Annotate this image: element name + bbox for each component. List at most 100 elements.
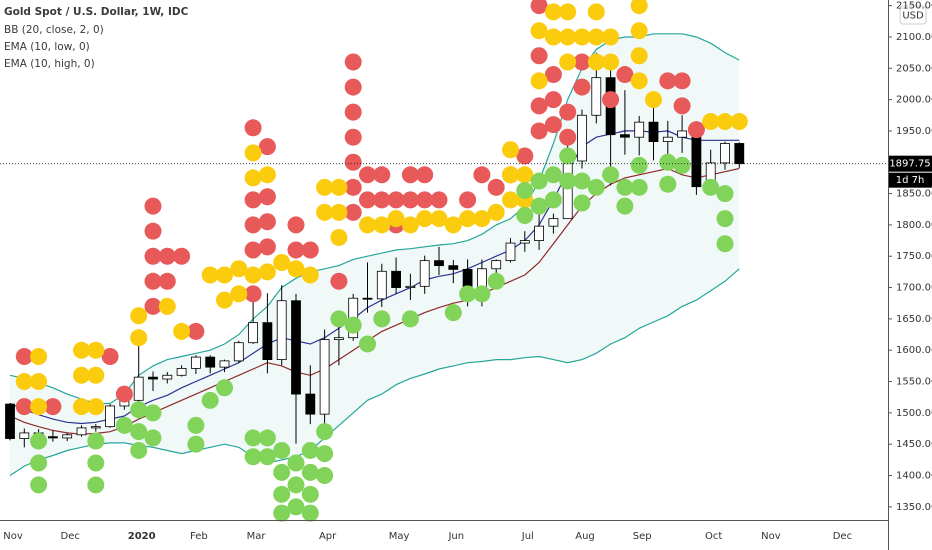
signal-dot xyxy=(530,122,548,140)
signal-dot xyxy=(273,441,291,459)
signal-dot xyxy=(673,97,691,115)
signal-dot xyxy=(87,454,105,472)
last-price-label: 1897.75 xyxy=(889,159,930,170)
y-tick-label: 1700.00 xyxy=(896,283,932,294)
candle-body xyxy=(176,367,187,376)
candle-body xyxy=(691,130,702,188)
candle-body xyxy=(405,285,416,288)
signal-dot xyxy=(487,272,505,290)
signal-dot xyxy=(444,216,462,234)
signal-dot xyxy=(130,329,148,347)
signal-dot xyxy=(530,0,548,15)
signal-dot xyxy=(130,401,148,419)
candle-body xyxy=(620,134,630,138)
candle-body xyxy=(133,376,144,401)
candle-body xyxy=(434,260,444,267)
x-tick-label: Jun xyxy=(447,531,464,542)
candle-body xyxy=(190,356,201,369)
signal-dot xyxy=(659,175,677,193)
signal-dot xyxy=(15,398,33,416)
signal-dot xyxy=(144,297,162,315)
signal-dot xyxy=(173,322,191,340)
candle-body xyxy=(48,436,58,439)
candle-body xyxy=(548,218,559,227)
candle-body xyxy=(205,356,216,368)
signal-dot xyxy=(330,272,348,290)
signal-dot xyxy=(487,178,505,196)
signal-dot xyxy=(130,307,148,325)
signal-dot xyxy=(344,78,362,96)
candle-body xyxy=(505,242,516,262)
signal-dot xyxy=(587,3,605,21)
signal-dot xyxy=(87,476,105,494)
signal-dot xyxy=(158,247,176,265)
signal-dot xyxy=(344,103,362,121)
signal-dot xyxy=(273,254,291,272)
signal-dot xyxy=(559,147,577,165)
signal-dot xyxy=(730,113,748,131)
signal-dot xyxy=(702,178,720,196)
signal-dot xyxy=(258,238,276,256)
candle-body xyxy=(105,405,115,428)
signal-dot xyxy=(144,247,162,265)
signal-dot xyxy=(530,197,548,215)
signal-dot xyxy=(330,228,348,246)
y-tick-label: 2100.00 xyxy=(896,32,932,43)
signal-dot xyxy=(258,429,276,447)
candle-body xyxy=(376,270,387,300)
signal-dot xyxy=(544,191,562,209)
signal-dot xyxy=(544,66,562,84)
candle-body xyxy=(291,300,301,395)
signal-dot xyxy=(344,316,362,334)
signal-dot xyxy=(30,432,48,450)
signal-dot xyxy=(30,476,48,494)
candle-body xyxy=(162,374,173,380)
signal-dot xyxy=(430,210,448,228)
countdown-box xyxy=(889,172,932,188)
last-price-box xyxy=(889,155,932,172)
signal-dot xyxy=(230,260,248,278)
signal-dot xyxy=(330,203,348,221)
signal-dot xyxy=(244,241,262,259)
x-tick-label: Nov xyxy=(761,531,781,542)
signal-dot xyxy=(673,156,691,174)
signal-dot xyxy=(559,172,577,190)
legend-entry: EMA (10, low, 0) xyxy=(4,41,90,53)
currency-badge[interactable] xyxy=(899,5,927,25)
signal-dot xyxy=(559,3,577,21)
plot-area xyxy=(5,0,748,522)
x-tick-label: Sep xyxy=(633,531,652,542)
signal-dot xyxy=(130,441,148,459)
candle-body xyxy=(5,403,15,439)
signal-dot xyxy=(416,210,434,228)
signal-dot xyxy=(301,266,319,284)
signal-dot xyxy=(258,263,276,281)
x-tick-label: Oct xyxy=(705,531,722,542)
signal-dot xyxy=(573,28,591,46)
y-tick-label: 1450.00 xyxy=(896,439,932,450)
signal-dot xyxy=(287,454,305,472)
candle-body xyxy=(90,426,101,429)
x-tick-label: Jul xyxy=(521,531,534,542)
signal-dot xyxy=(530,172,548,190)
signal-dot xyxy=(201,266,219,284)
signal-dot xyxy=(258,138,276,156)
signal-dot xyxy=(287,476,305,494)
signal-dot xyxy=(344,128,362,146)
signal-dot xyxy=(544,91,562,109)
x-tick-label: Dec xyxy=(61,531,80,542)
signal-dot xyxy=(530,47,548,65)
indicator-line xyxy=(9,268,740,477)
signal-dot xyxy=(616,178,634,196)
signal-dot xyxy=(130,423,148,441)
y-tick-label: 1950.00 xyxy=(896,126,932,137)
signal-dot xyxy=(301,504,319,522)
signal-dot xyxy=(359,166,376,184)
signal-dot xyxy=(273,504,291,522)
signal-dot xyxy=(487,203,505,221)
signal-dot xyxy=(430,191,448,209)
signal-dot xyxy=(473,166,491,184)
signal-dot xyxy=(473,285,491,303)
x-tick-label: May xyxy=(389,531,410,542)
signal-dot xyxy=(530,22,548,40)
